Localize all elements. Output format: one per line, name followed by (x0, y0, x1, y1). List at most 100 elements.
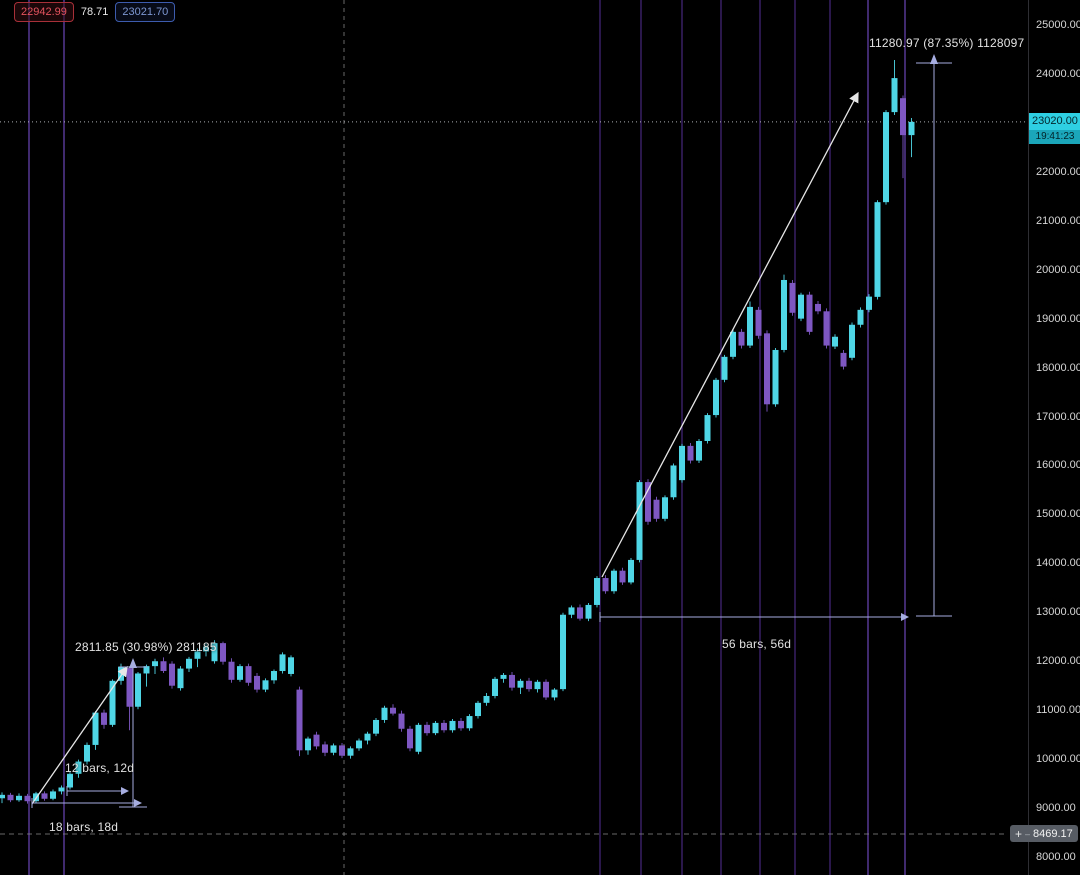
candle-body (449, 720, 456, 731)
candle-body (560, 614, 566, 690)
date-range-tool-56[interactable] (599, 612, 909, 622)
price-range-label-2[interactable]: 11280.97 (87.35%) 1128097 (869, 36, 1025, 50)
candle (849, 322, 855, 361)
candle-body (645, 482, 651, 522)
candle (152, 658, 158, 674)
candle (857, 307, 864, 328)
date-range-label-12bars[interactable]: 12 bars, 12d (65, 761, 135, 775)
trend-arrow-2[interactable] (601, 91, 859, 578)
candle (798, 292, 804, 322)
candle (279, 652, 286, 674)
price-range-label-1[interactable]: 2811.85 (30.98%) 281185 (75, 640, 217, 654)
price-axis-label: 24000.00 (1036, 67, 1080, 80)
add-alert-plus-button[interactable]: + (1015, 826, 1023, 841)
candle (7, 792, 14, 803)
candle-body (509, 674, 515, 688)
candle (628, 557, 634, 585)
candle-body (186, 658, 192, 669)
price-axis-label: 9000.00 (1036, 802, 1076, 815)
candle-body (653, 499, 660, 519)
candle (305, 736, 311, 755)
candle (135, 672, 141, 710)
price-range-tool-1[interactable] (119, 658, 147, 808)
candle (41, 791, 48, 801)
candle-body (772, 349, 779, 405)
candle-body (288, 657, 294, 674)
candle-body (143, 666, 150, 674)
candle (483, 693, 490, 706)
candle (288, 655, 294, 677)
candle-body (381, 707, 388, 720)
candle-body (857, 309, 864, 325)
candle-body (169, 663, 175, 686)
candle-body (330, 745, 337, 753)
candle (381, 705, 388, 723)
candle-body (458, 720, 464, 729)
price-axis-label: 11000.00 (1036, 704, 1080, 717)
date-range-tool-12[interactable] (66, 786, 129, 796)
date-range-label-56bars[interactable]: 56 bars, 56d (722, 637, 792, 651)
candle (806, 291, 813, 335)
candle-body (237, 666, 243, 680)
candle (492, 676, 498, 699)
candle-body (585, 604, 592, 619)
candle-body (245, 666, 252, 683)
candle (908, 117, 915, 158)
candle-body (50, 791, 56, 799)
trend-arrow-1[interactable] (31, 665, 128, 805)
candle-body (313, 734, 320, 747)
candle (704, 413, 711, 444)
date-range-label-18bars[interactable]: 18 bars, 18d (49, 820, 119, 834)
range-up-arrowhead-icon (930, 54, 938, 64)
candle-body (24, 795, 31, 802)
candle-body (407, 728, 413, 749)
candle (883, 110, 889, 205)
candle (738, 328, 745, 349)
sell-button[interactable]: 22942.99 (14, 2, 74, 22)
buy-button[interactable]: 23021.70 (115, 2, 176, 22)
candle (109, 679, 116, 727)
candle (50, 789, 56, 801)
candle-body (687, 445, 694, 461)
candle (458, 718, 464, 731)
candle-body (730, 331, 736, 357)
candle-body (322, 744, 328, 753)
candle (58, 785, 65, 795)
candle-body (296, 689, 303, 751)
candle-body (832, 336, 838, 347)
candle-body (747, 306, 753, 346)
candle (398, 710, 405, 732)
candle-body (356, 740, 362, 749)
date-range-tool-18[interactable] (31, 798, 142, 808)
price-range-tool-2[interactable] (916, 54, 952, 617)
candle-body (738, 331, 745, 346)
candle (24, 793, 31, 804)
candle-body (891, 78, 898, 113)
candle (203, 643, 209, 657)
candle (891, 59, 898, 116)
candle (356, 738, 362, 751)
candle (568, 605, 575, 619)
drawing-tools[interactable] (31, 54, 952, 808)
candle-body (611, 570, 617, 592)
candle-body (415, 724, 422, 752)
candle (840, 349, 847, 370)
candle-body (755, 309, 762, 336)
candle (543, 679, 549, 700)
candle (262, 678, 269, 693)
bar-countdown-badge: 19:41:23 (1029, 130, 1080, 144)
candle (186, 656, 192, 672)
price-axis-label: 22000.00 (1036, 165, 1080, 178)
reference-lines (0, 0, 1028, 875)
candle (390, 704, 396, 716)
candle-body (781, 279, 787, 350)
price-axis-label: 18000.00 (1036, 361, 1080, 374)
candle-body (696, 440, 702, 461)
candle (900, 95, 906, 179)
candle (636, 480, 643, 563)
price-axis[interactable]: 25000.00 24000.00 22000.00 21000.00 20000.00… (1028, 0, 1080, 875)
price-axis-label: 21000.00 (1036, 214, 1080, 227)
price-axis-label: 16000.00 (1036, 459, 1080, 472)
candle (322, 741, 328, 757)
